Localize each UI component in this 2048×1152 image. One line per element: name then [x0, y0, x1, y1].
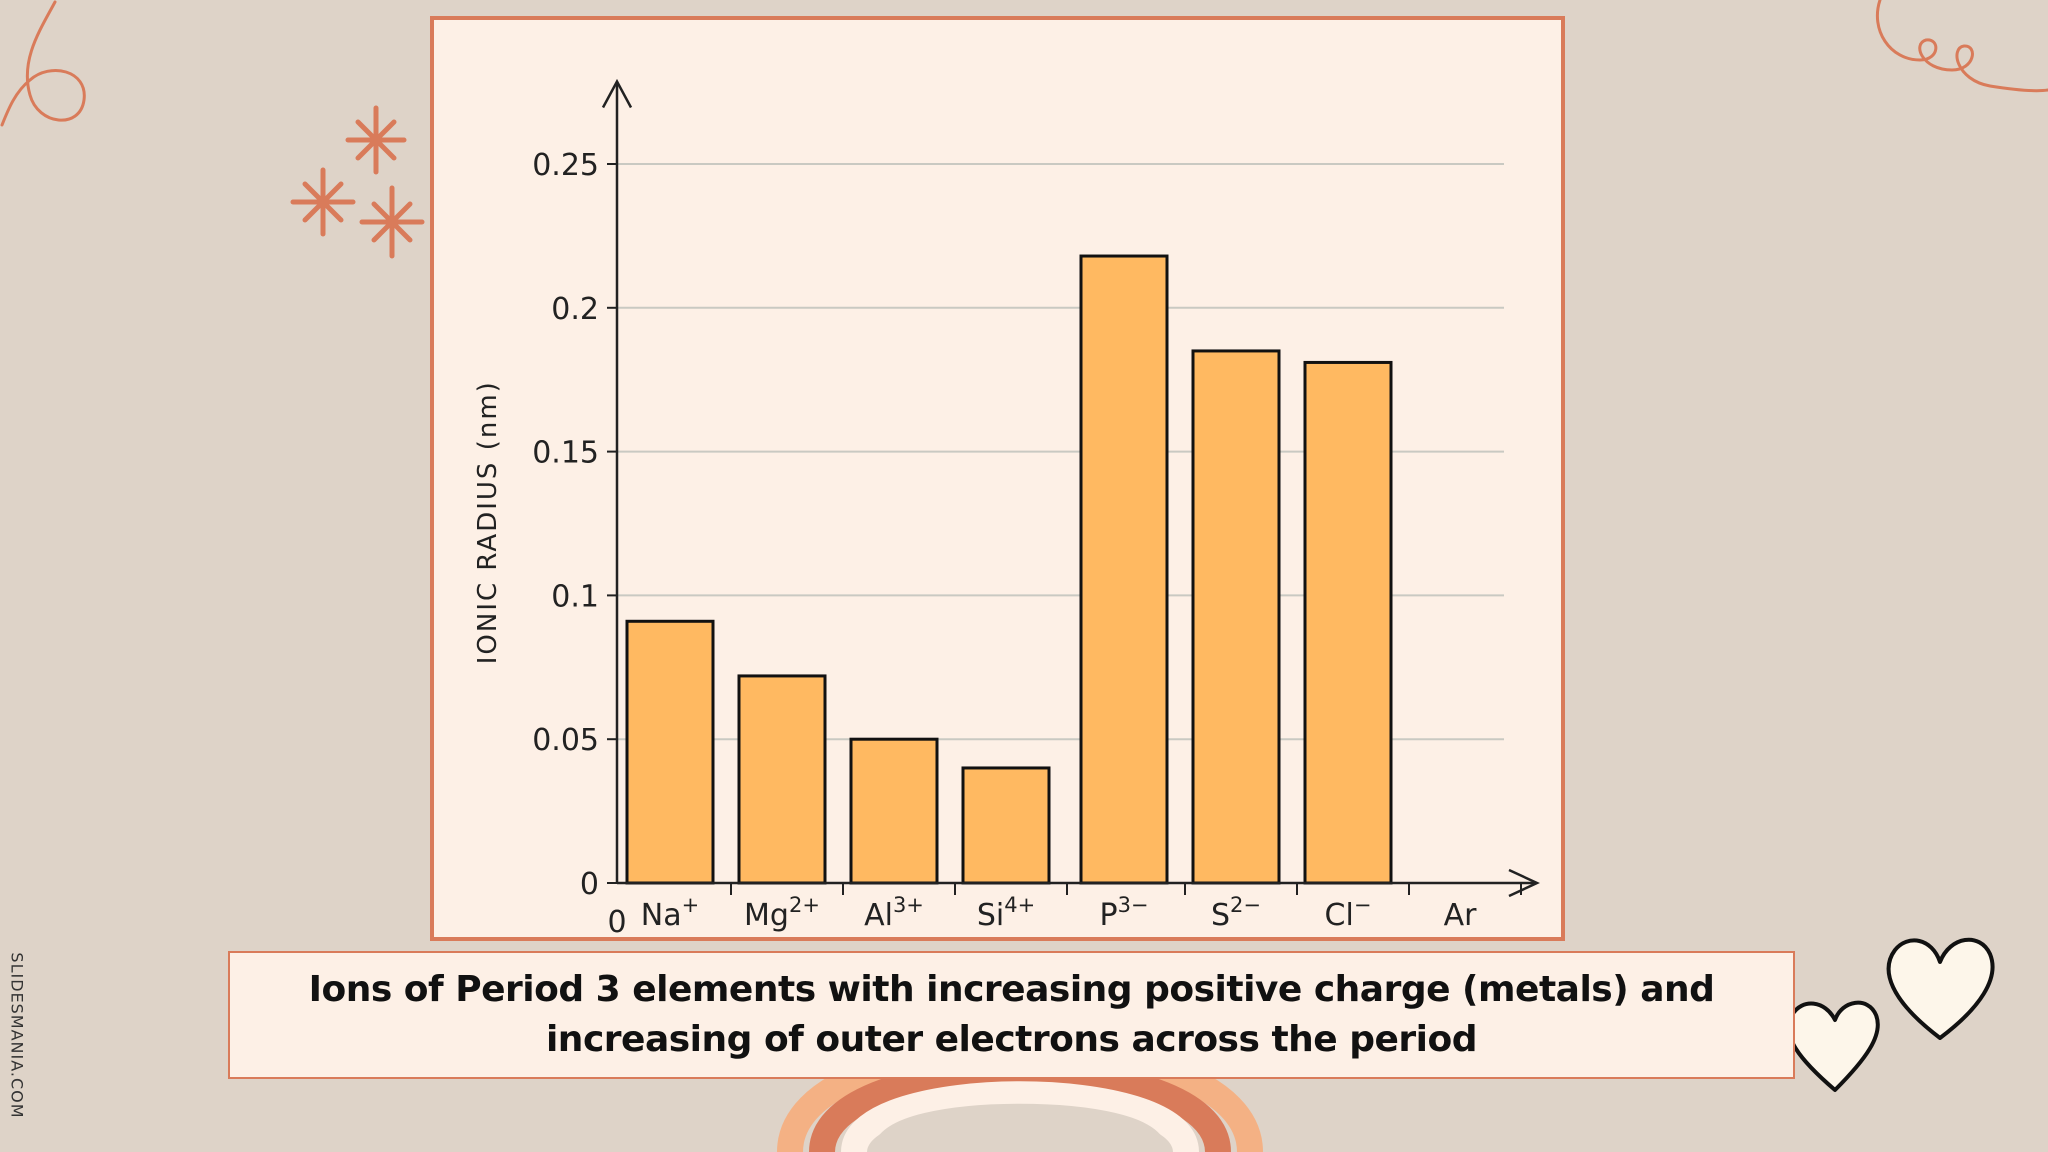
x-tick-label-Na: Na+	[641, 893, 699, 933]
bar-Na	[625, 619, 715, 885]
y-tick-label-0: 0	[580, 867, 599, 902]
y-tick-label-1: 0.05	[532, 723, 599, 758]
chart-panel: 0 0.05 0.1 0.15 0.2 0.25 0 IONIC RADIUS (nm) Na+…	[430, 16, 1565, 941]
bar-Cl	[1303, 360, 1393, 885]
x-axis-arrow	[1508, 868, 1540, 898]
caption-text: Ions of Period 3 elements with increasin…	[308, 969, 1715, 1060]
x-tick-label-Ar: Ar	[1444, 898, 1478, 933]
x-tick-label-Si: Si4+	[977, 893, 1035, 933]
x-tick-label-Mg: Mg2+	[744, 893, 820, 933]
bar-Mg	[737, 674, 827, 885]
x-tick-label-Al: Al3+	[864, 893, 924, 933]
loop-decoration-top-right	[1875, 0, 2048, 93]
x-tick-label-P: P3−	[1099, 893, 1148, 933]
bar-P	[1079, 254, 1169, 885]
watermark-text: SLIDESMANIA.COM	[7, 951, 27, 1119]
y-tick-label-3: 0.15	[532, 436, 599, 471]
y-tick-label-4: 0.2	[551, 292, 599, 327]
y-axis-arrow	[601, 78, 633, 109]
bar-S	[1191, 349, 1281, 885]
watermark: SLIDESMANIA.COM	[0, 951, 34, 1119]
x-tick-label-Cl: Cl−	[1325, 893, 1372, 933]
y-tick-label-2: 0.1	[551, 579, 599, 614]
bar-Si	[961, 766, 1051, 885]
ionic-radius-bar-chart: 0 0.05 0.1 0.15 0.2 0.25 0 IONIC RADIUS (nm) Na+…	[473, 78, 1540, 937]
heart-icon-group	[1786, 937, 1995, 1092]
origin-label: 0	[607, 905, 626, 937]
rainbow-decoration	[777, 1075, 1263, 1152]
bar-Al	[849, 737, 939, 885]
y-axis-title: IONIC RADIUS (nm)	[473, 380, 503, 664]
sparkle-icon-group	[290, 105, 425, 259]
x-tick-label-S: S2−	[1211, 893, 1261, 933]
y-tick-label-5: 0.25	[532, 148, 599, 183]
caption-box: Ions of Period 3 elements with increasin…	[228, 951, 1795, 1079]
swirl-decoration-top-left	[0, 0, 86, 127]
